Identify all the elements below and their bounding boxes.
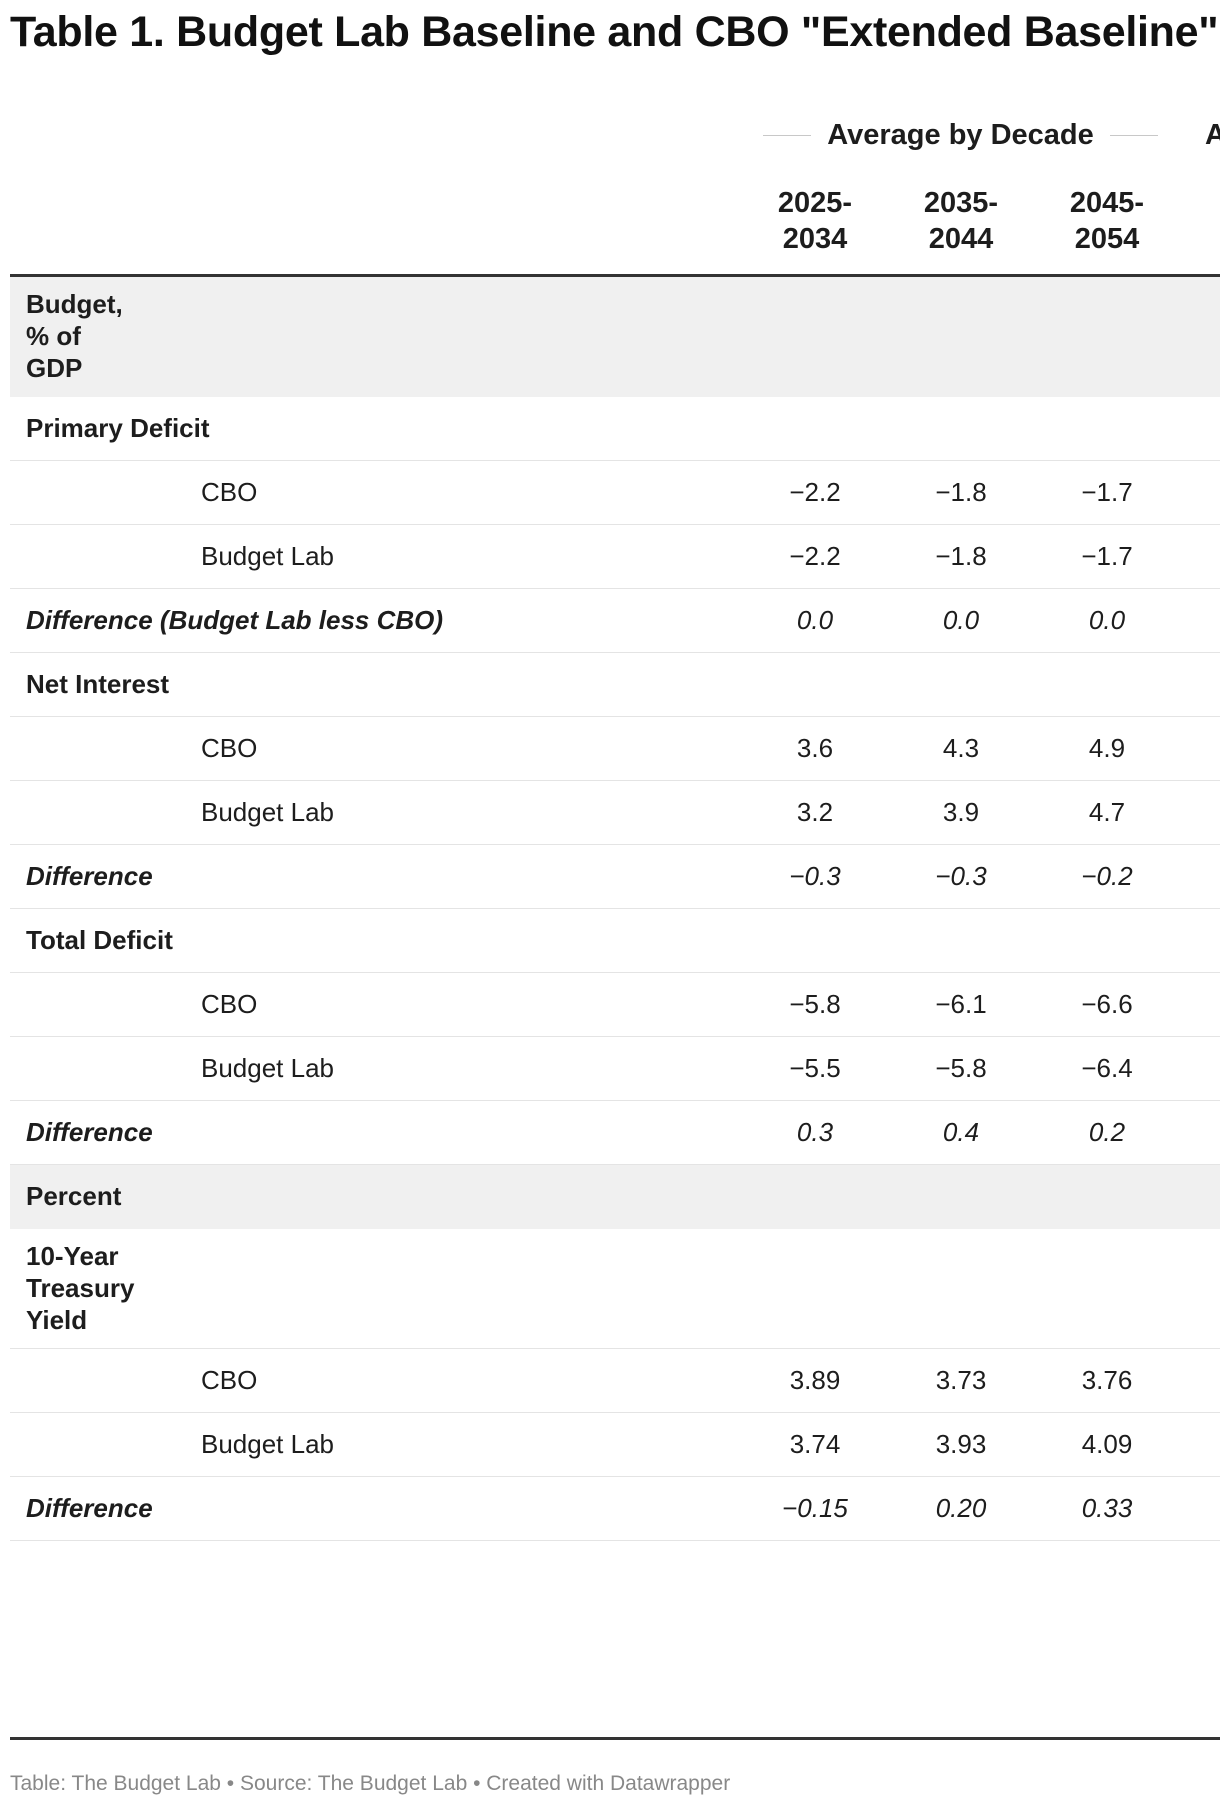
row-label: Budget, % of GDP [26,289,123,383]
cell-value: 0.0 [1088,605,1126,635]
difference-row: Difference −0.3 −0.3 −0.2 [10,845,1220,909]
difference-row: Difference (Budget Lab less CBO) 0.0 0.0 0.… [10,589,1220,653]
row-label: Budget Lab [201,797,335,827]
table-row: Budget Lab 3.74 3.93 4.09 [10,1413,1220,1477]
cell-value: −6.4 [1081,1053,1133,1083]
cell-value: −1.7 [1081,477,1133,507]
cell-value: −6.1 [935,989,987,1019]
cell-value: 0.2 [1088,1117,1126,1147]
table-title: Table 1. Budget Lab Baseline and CBO "Ex… [10,8,1219,56]
row-label: Budget Lab [201,541,335,571]
header-rule [10,274,1220,277]
row-label: Total Deficit [26,925,173,955]
row-label: Difference [26,1117,153,1147]
cell-value: 4.7 [1088,797,1126,827]
column-header-2045-2054: 2045- 2054 [1069,187,1145,255]
bottom-rule [10,1737,1220,1740]
cell-value: 0.20 [935,1493,987,1523]
cell-value: −5.5 [789,1053,841,1083]
row-label: Primary Deficit [26,413,210,443]
table-row: Budget Lab −2.2 −1.8 −1.7 [10,525,1220,589]
cell-value: 3.76 [1081,1365,1133,1395]
cell-value: 4.09 [1081,1429,1133,1459]
cell-value: −2.2 [789,477,841,507]
cell-value: 3.73 [935,1365,987,1395]
cell-value: 3.2 [796,797,834,827]
row-label: Net Interest [26,669,170,699]
category-row: Net Interest [10,653,1220,717]
row-label: Percent [26,1181,122,1211]
row-label: Budget Lab [201,1053,335,1083]
cell-value: 3.6 [796,733,834,763]
column-group-label: Average by Decade [827,118,1094,151]
category-row: Total Deficit [10,909,1220,973]
category-row: 10-Year Treasury Yield [10,1229,1220,1349]
cell-value: 0.0 [942,605,980,635]
cell-value: 3.9 [942,797,980,827]
column-header-2025-2034: 2025- 2034 [777,187,853,255]
row-label: 10-Year Treasury Yield [26,1241,135,1335]
group-rule-left [763,134,812,136]
source-footer: Table: The Budget Lab • Source: The Budg… [10,1772,731,1795]
cell-value: 0.4 [942,1117,980,1147]
cell-value: 3.74 [789,1429,841,1459]
difference-row: Difference 0.3 0.4 0.2 [10,1101,1220,1165]
cell-value: −6.6 [1081,989,1133,1019]
table-row: Budget Lab 3.2 3.9 4.7 [10,781,1220,845]
column-headers: 2025- 2034 2035- 2044 2045- 2054 [10,185,1220,275]
next-column-group-label: A [1205,119,1220,151]
data-table: Average by Decade A 2025- 2034 2035- 2044 … [10,100,1220,1750]
cell-value: −0.15 [782,1493,848,1523]
cell-value: −5.8 [789,989,841,1019]
cell-value: −0.3 [935,861,987,891]
table-row: CBO −5.8 −6.1 −6.6 [10,973,1220,1037]
group-rule-right [1109,134,1159,136]
cell-value: 0.33 [1081,1493,1133,1523]
table-row: CBO −2.2 −1.8 −1.7 [10,461,1220,525]
row-label: Difference [26,1493,153,1523]
cell-value: 4.3 [942,733,980,763]
cell-value: −1.7 [1081,541,1133,571]
row-label: CBO [201,733,258,763]
row-label: Difference (Budget Lab less CBO) [26,605,444,635]
cell-value: −0.3 [789,861,841,891]
section-row: Percent [10,1165,1220,1229]
row-label: CBO [201,1365,258,1395]
row-label: Difference [26,861,153,891]
cell-value: 0.0 [796,605,834,635]
row-label: CBO [201,477,258,507]
row-label: Budget Lab [201,1429,335,1459]
cell-value: 3.93 [935,1429,987,1459]
table-row: CBO 3.6 4.3 4.9 [10,717,1220,781]
table-row: CBO 3.89 3.73 3.76 [10,1349,1220,1413]
cell-value: 4.9 [1088,733,1126,763]
cell-value: 3.89 [789,1365,841,1395]
table-body: Budget, % of GDP Primary Deficit CBO −2.2 −1… [10,277,1220,1541]
cell-value: −2.2 [789,541,841,571]
table-row: Budget Lab −5.5 −5.8 −6.4 [10,1037,1220,1101]
column-group-header: Average by Decade [763,115,1159,155]
section-row: Budget, % of GDP [10,277,1220,397]
column-header-2035-2044: 2035- 2044 [923,187,999,255]
cell-value: −0.2 [1081,861,1133,891]
row-label: CBO [201,989,258,1019]
cell-value: −1.8 [935,477,987,507]
cell-value: 0.3 [796,1117,834,1147]
cell-value: −5.8 [935,1053,987,1083]
category-row: Primary Deficit [10,397,1220,461]
cell-value: −1.8 [935,541,987,571]
difference-row: Difference −0.15 0.20 0.33 [10,1477,1220,1541]
